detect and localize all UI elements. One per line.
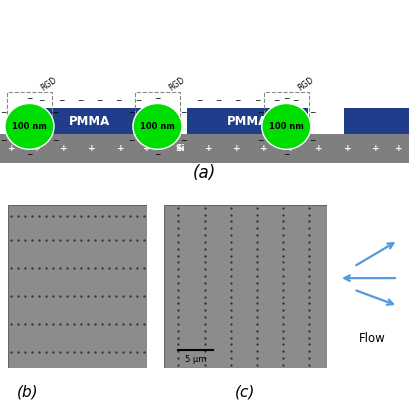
Text: −: − <box>309 108 315 117</box>
Text: +: + <box>88 144 96 153</box>
Text: 5 μm: 5 μm <box>185 355 206 364</box>
Text: +: + <box>33 144 40 153</box>
Text: −: − <box>196 97 202 106</box>
Text: −: − <box>254 97 260 106</box>
Text: 100 nm: 100 nm <box>269 122 304 131</box>
Text: −: − <box>96 97 103 106</box>
FancyBboxPatch shape <box>187 108 308 135</box>
Text: −: − <box>135 97 141 106</box>
Text: −: − <box>257 108 264 117</box>
Circle shape <box>262 103 311 149</box>
Text: −: − <box>180 136 187 145</box>
Text: +: + <box>373 144 380 153</box>
Text: −: − <box>215 97 222 106</box>
Text: −: − <box>26 94 33 103</box>
Text: +: + <box>395 144 402 153</box>
FancyBboxPatch shape <box>344 108 409 135</box>
Text: −: − <box>283 94 290 103</box>
Text: −: − <box>0 136 7 145</box>
Text: −: − <box>58 97 64 106</box>
Text: −: − <box>234 97 241 106</box>
Text: PMMA: PMMA <box>227 115 268 128</box>
Text: −: − <box>180 108 187 117</box>
Text: +: + <box>260 144 267 153</box>
Text: +: + <box>344 144 351 153</box>
Text: −: − <box>154 150 161 159</box>
Text: −: − <box>128 136 135 145</box>
Text: −: − <box>292 97 299 106</box>
Text: 100 nm: 100 nm <box>12 122 47 131</box>
Text: −: − <box>52 108 58 117</box>
Text: +: + <box>9 144 16 153</box>
FancyBboxPatch shape <box>164 204 327 368</box>
Text: +: + <box>234 144 241 153</box>
Text: −: − <box>154 94 161 103</box>
Text: +: + <box>60 144 67 153</box>
Text: +: + <box>117 144 124 153</box>
Circle shape <box>5 103 54 149</box>
FancyBboxPatch shape <box>0 135 409 163</box>
Text: Si: Si <box>175 144 185 153</box>
Text: +: + <box>287 144 294 153</box>
Text: Flow: Flow <box>359 332 386 345</box>
Text: −: − <box>115 97 122 106</box>
Text: −: − <box>257 136 264 145</box>
Text: RGD: RGD <box>40 76 59 93</box>
Text: RGD: RGD <box>297 76 316 93</box>
Text: 100 nm: 100 nm <box>140 122 175 131</box>
Circle shape <box>133 103 182 149</box>
Text: −: − <box>0 108 7 117</box>
Text: +: + <box>205 144 212 153</box>
Text: −: − <box>77 97 83 106</box>
Text: +: + <box>144 144 151 153</box>
Text: −: − <box>309 136 315 145</box>
Text: −: − <box>283 150 290 159</box>
Text: −: − <box>26 150 33 159</box>
Text: (c): (c) <box>235 384 256 400</box>
Text: PMMA: PMMA <box>69 115 110 128</box>
Text: +: + <box>176 144 184 153</box>
Text: RGD: RGD <box>168 76 187 93</box>
Text: −: − <box>38 97 45 106</box>
FancyBboxPatch shape <box>29 108 150 135</box>
Text: +: + <box>315 144 323 153</box>
Text: (b): (b) <box>16 384 38 400</box>
FancyBboxPatch shape <box>8 204 147 368</box>
Text: −: − <box>52 136 58 145</box>
Text: (a): (a) <box>193 164 216 182</box>
Text: −: − <box>128 108 135 117</box>
Text: −: − <box>273 97 279 106</box>
